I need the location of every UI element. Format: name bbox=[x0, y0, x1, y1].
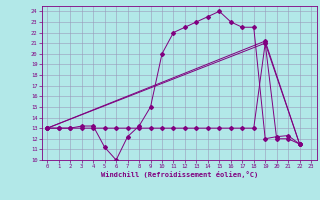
X-axis label: Windchill (Refroidissement éolien,°C): Windchill (Refroidissement éolien,°C) bbox=[100, 171, 258, 178]
